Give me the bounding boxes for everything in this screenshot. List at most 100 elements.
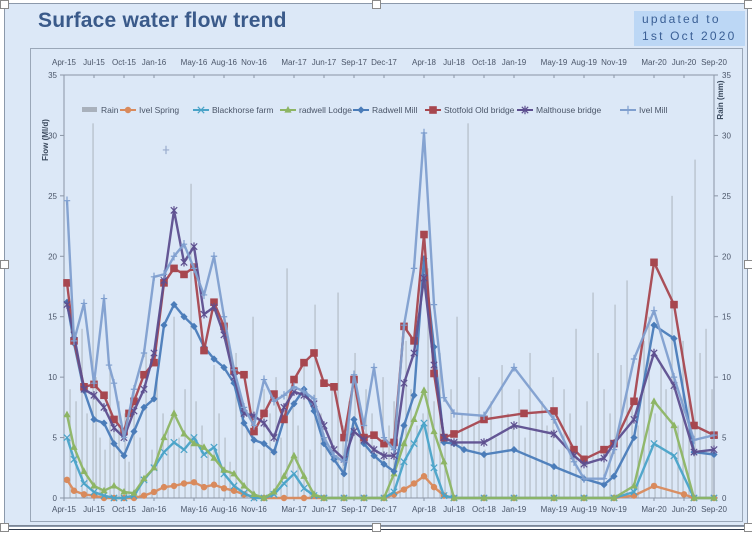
legend-marker-radwell-mill: [357, 106, 365, 114]
data-point-ivel-mill: [370, 363, 378, 372]
data-point-malthouse-bridge: [400, 378, 408, 388]
data-point-blackhorse-farm: [80, 479, 88, 488]
data-point-stotfold-old-bridge: [110, 415, 118, 424]
resize-handle-right[interactable]: [744, 260, 752, 269]
rain-bar: [711, 389, 713, 498]
data-point-malthouse-bridge: [260, 418, 268, 428]
x-top-tick-label: Jun-17: [312, 58, 337, 67]
rain-bar: [541, 401, 543, 498]
data-point-radwell-lodge: [80, 467, 88, 475]
rain-bar: [654, 413, 656, 498]
data-point-ivel-mill: [350, 370, 358, 379]
y-axis-title: Flow (Ml/d): [41, 119, 50, 161]
data-point-radwell-mill: [90, 415, 98, 424]
data-point-stotfold-old-bridge: [240, 370, 248, 379]
data-point-stotfold-old-bridge: [210, 298, 218, 307]
data-point-blackhorse-farm: [110, 494, 118, 502]
y2-tick-label: 15: [722, 313, 731, 322]
data-point-ivel-mill: [280, 391, 288, 400]
legend-item-blackhorse-farm: Blackhorse farm: [193, 105, 273, 115]
legend-item-ivel-spring: Ivel Spring: [120, 105, 179, 115]
data-point-blackhorse-farm: [63, 433, 71, 442]
resize-handle-left[interactable]: [0, 260, 9, 269]
resize-handle-bottom[interactable]: [372, 523, 381, 532]
rain-bar: [303, 365, 305, 498]
data-point-malthouse-bridge: [270, 433, 278, 442]
legend-item-rain: Rain: [82, 105, 119, 115]
data-point-ivel-mill-outlier: [162, 145, 170, 155]
data-point-radwell-lodge: [420, 386, 428, 394]
data-point-stotfold-old-bridge: [150, 358, 158, 367]
data-point-stotfold-old-bridge: [280, 415, 288, 424]
legend-marker-stotfold-old-bridge: [429, 106, 437, 114]
data-point-radwell-mill: [400, 421, 408, 430]
data-point-radwell-mill: [260, 440, 268, 448]
data-point-stotfold-old-bridge: [63, 279, 71, 287]
legend-label-ivel-spring: Ivel Spring: [139, 105, 179, 115]
data-point-malthouse-bridge: [480, 438, 488, 447]
x-top-tick-label: Oct-18: [472, 58, 497, 67]
data-point-radwell-lodge: [160, 433, 168, 441]
rain-bar: [258, 449, 260, 498]
data-point-radwell-lodge: [270, 487, 278, 495]
legend-item-radwell-lodge: radwell Lodge: [280, 105, 352, 115]
data-point-ivel-mill: [630, 354, 638, 364]
rain-bar: [410, 389, 412, 498]
data-point-ivel-spring: [210, 481, 218, 488]
data-point-malthouse-bridge: [510, 421, 518, 430]
rain-bar: [665, 389, 667, 498]
legend-label-radwell-mill: Radwell Mill: [372, 105, 417, 115]
data-point-radwell-mill: [180, 313, 188, 321]
data-point-blackhorse-farm: [180, 446, 188, 454]
data-point-ivel-mill: [105, 360, 113, 370]
data-point-ivel-mill: [120, 433, 128, 442]
data-point-malthouse-bridge: [450, 438, 458, 447]
y2-tick-label: 0: [722, 494, 727, 503]
data-point-radwell-mill: [240, 419, 248, 427]
data-point-radwell-mill: [600, 481, 608, 489]
data-point-ivel-mill: [63, 196, 71, 205]
data-point-ivel-mill: [380, 433, 388, 442]
data-point-malthouse-bridge: [200, 310, 208, 319]
rain-bar: [620, 365, 622, 498]
resize-handle-bottom-left[interactable]: [0, 523, 9, 532]
resize-handle-top-left[interactable]: [0, 0, 9, 9]
data-point-malthouse-bridge: [650, 348, 658, 358]
x-tick-label: Oct-15: [112, 505, 137, 514]
y-tick-label: 0: [53, 494, 58, 503]
resize-handle-top-right[interactable]: [744, 0, 752, 9]
data-point-stotfold-old-bridge: [180, 270, 188, 279]
data-point-radwell-mill: [390, 467, 398, 476]
x-top-tick-label: Jul-18: [443, 58, 465, 67]
data-point-ivel-spring: [180, 480, 188, 487]
data-point-radwell-mill: [610, 472, 618, 480]
data-point-malthouse-bridge: [140, 385, 148, 394]
series-line-radwell-mill: [65, 257, 715, 486]
resize-handle-top[interactable]: [372, 0, 381, 9]
data-point-blackhorse-farm: [300, 484, 308, 492]
data-point-ivel-mill: [390, 445, 398, 454]
rain-bar: [359, 437, 361, 498]
data-point-radwell-mill: [550, 462, 558, 471]
data-point-ivel-mill: [330, 451, 338, 460]
data-point-ivel-mill: [190, 264, 198, 273]
rain-bar: [467, 123, 469, 498]
data-point-radwell-mill: [250, 436, 258, 444]
data-point-blackhorse-farm: [240, 489, 248, 497]
data-point-stotfold-old-bridge: [320, 379, 328, 387]
rain-bar: [614, 304, 616, 498]
resize-handle-bottom-right[interactable]: [744, 523, 752, 532]
data-point-radwell-lodge: [230, 469, 238, 477]
data-point-ivel-mill: [210, 252, 218, 261]
data-point-malthouse-bridge: [350, 427, 358, 436]
rain-bar: [518, 389, 520, 498]
data-point-radwell-lodge: [110, 481, 118, 489]
data-point-malthouse-bridge: [180, 258, 188, 267]
x-top-tick-label: Mar-20: [641, 58, 667, 67]
x-tick-label: Jan-16: [142, 505, 167, 514]
data-point-ivel-mill: [70, 336, 78, 346]
rain-bar: [201, 425, 203, 498]
data-point-blackhorse-farm: [390, 488, 398, 496]
data-point-blackhorse-farm: [100, 491, 108, 500]
updated-line-2: 1st Oct 2020: [642, 29, 737, 43]
